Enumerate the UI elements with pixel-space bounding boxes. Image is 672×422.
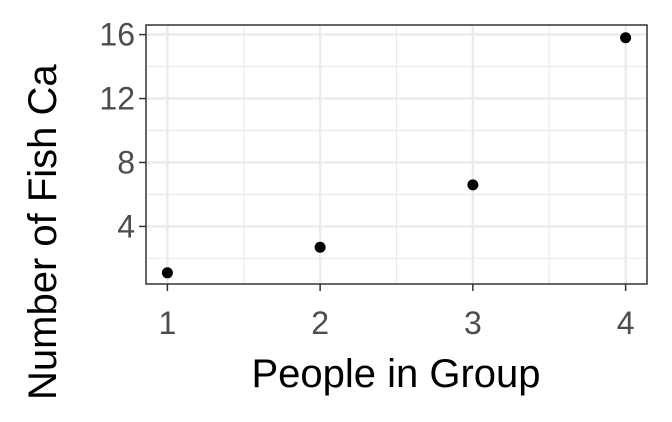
major-gridlines bbox=[146, 25, 647, 284]
data-point bbox=[467, 179, 479, 191]
y-tick-label: 12 bbox=[99, 81, 135, 117]
data-point bbox=[620, 32, 632, 44]
panel-border bbox=[145, 24, 648, 285]
x-tick-label: 3 bbox=[464, 305, 482, 341]
minor-gridlines bbox=[146, 25, 647, 284]
y-tick-label: 16 bbox=[99, 17, 135, 53]
y-axis-title: Number of Fish Ca bbox=[21, 64, 65, 400]
x-tick-label: 4 bbox=[617, 305, 635, 341]
data-points bbox=[161, 32, 632, 279]
x-tick-label: 1 bbox=[158, 305, 176, 341]
y-tick-label: 4 bbox=[117, 208, 135, 244]
x-axis-ticks: 1 2 3 4 bbox=[158, 284, 635, 341]
data-point bbox=[161, 267, 173, 279]
y-tick-label: 8 bbox=[117, 144, 135, 180]
y-axis-ticks: 4 8 12 16 bbox=[99, 17, 146, 244]
data-point bbox=[314, 241, 326, 253]
x-tick-label: 2 bbox=[311, 305, 329, 341]
x-axis-title: People in Group bbox=[251, 352, 540, 396]
